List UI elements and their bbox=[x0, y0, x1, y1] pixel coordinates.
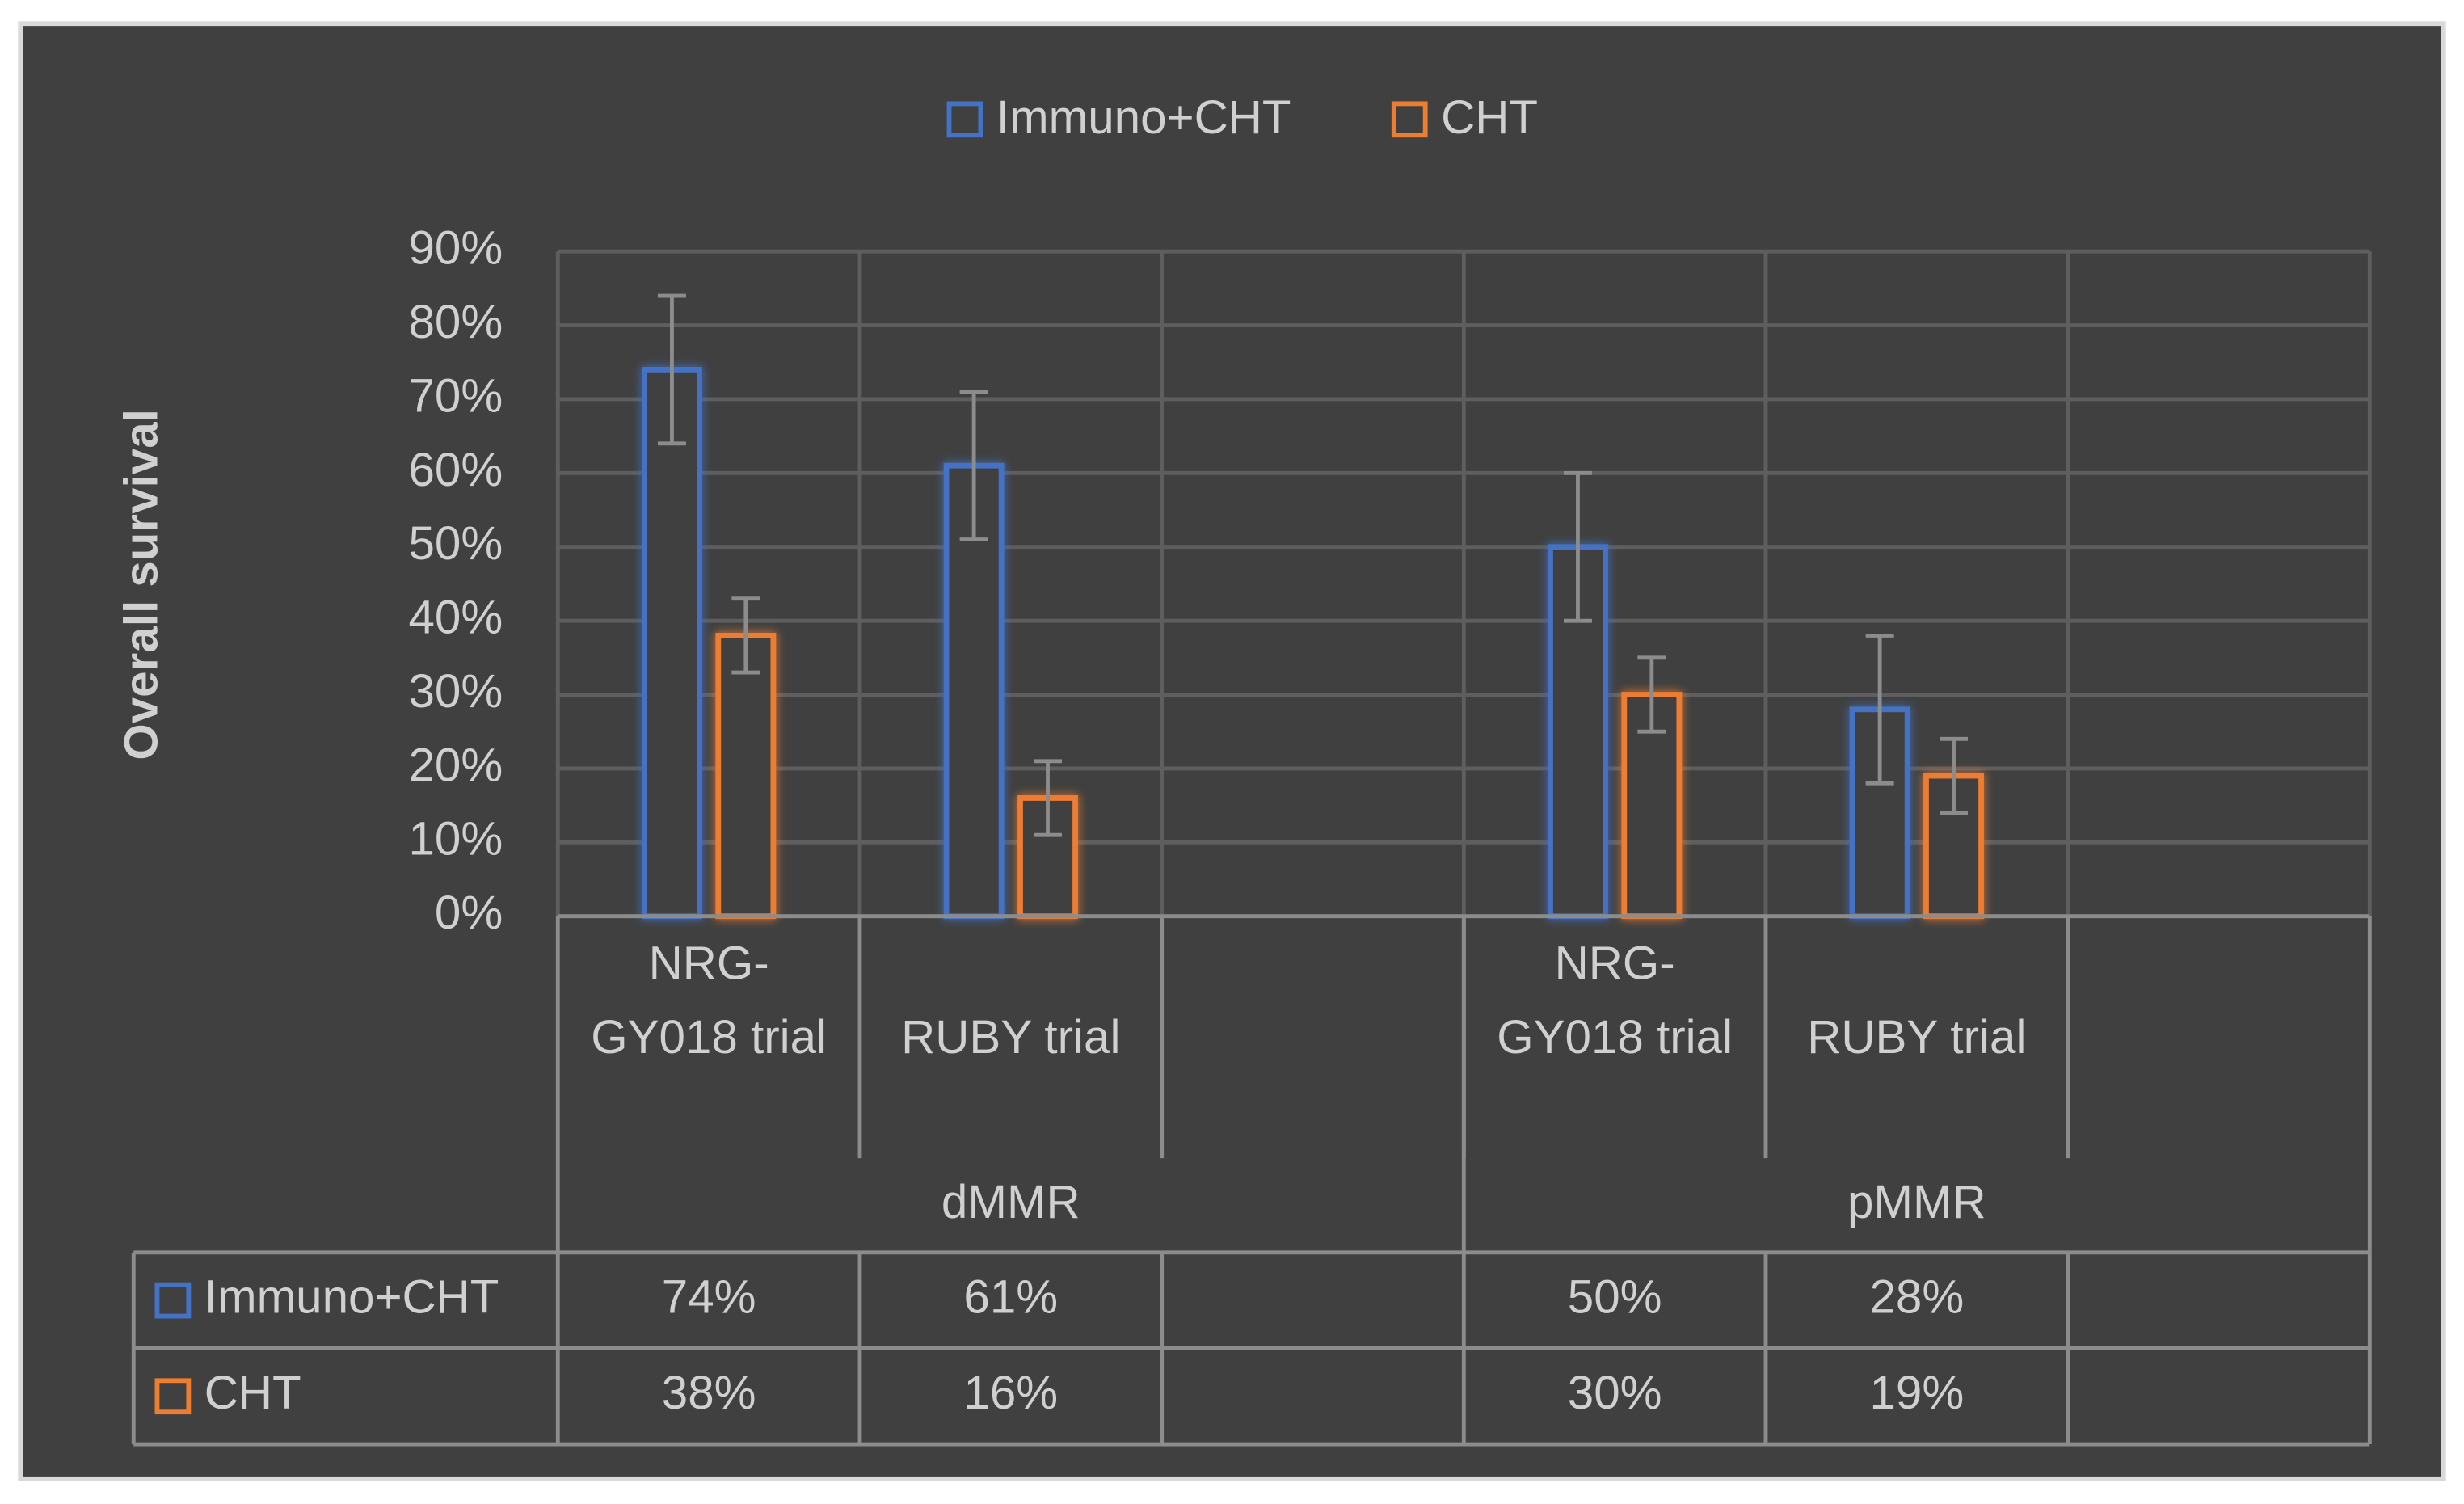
data-table-value: 61% bbox=[963, 1271, 1058, 1324]
y-tick-label: 0% bbox=[435, 887, 503, 939]
x-tick-label-box: NRG-GY018 trial bbox=[591, 937, 828, 1064]
bar bbox=[642, 366, 702, 920]
legend-label: CHT bbox=[1441, 91, 1538, 144]
error-bar bbox=[959, 390, 988, 542]
error-bar bbox=[1637, 655, 1666, 734]
y-tick-label: 90% bbox=[408, 222, 503, 275]
group-label: pMMR bbox=[1847, 1176, 1986, 1228]
y-axis-label: Overall survival bbox=[115, 409, 167, 760]
data-table-value: 38% bbox=[662, 1367, 756, 1419]
error-bar bbox=[731, 596, 760, 675]
legend-label: Immuno+CHT bbox=[996, 91, 1291, 144]
data-table-value: 19% bbox=[1869, 1367, 1964, 1419]
error-bar bbox=[1563, 470, 1592, 623]
y-tick-label: 80% bbox=[408, 296, 503, 348]
data-table-value: 74% bbox=[662, 1271, 756, 1324]
table-series-name: CHT bbox=[204, 1367, 301, 1419]
x-tick-label: RUBY trial bbox=[1807, 1012, 2027, 1064]
bar bbox=[715, 633, 777, 920]
x-tick-label: RUBY trial bbox=[901, 1012, 1121, 1064]
y-tick-label: 10% bbox=[408, 813, 503, 866]
table-series-name: Immuno+CHT bbox=[204, 1271, 499, 1324]
x-tick-label-box: NRG-GY018 trial bbox=[1497, 937, 1733, 1064]
data-table-value: 30% bbox=[1568, 1367, 1662, 1419]
legend-key bbox=[1391, 101, 1428, 138]
group-label: dMMR bbox=[941, 1176, 1080, 1228]
x-tick-label-box: RUBY trial bbox=[901, 1012, 1121, 1064]
y-tick-label: 60% bbox=[408, 444, 503, 496]
data-table-value: 28% bbox=[1869, 1271, 1964, 1324]
x-tick-label: NRG-GY018 trial bbox=[1497, 937, 1733, 1064]
y-tick-label: 20% bbox=[408, 739, 503, 791]
x-tick-label: NRG-GY018 trial bbox=[591, 937, 828, 1064]
table-legend-key bbox=[154, 1282, 192, 1319]
error-bar bbox=[1940, 736, 1969, 815]
y-tick-label: 70% bbox=[408, 369, 503, 422]
error-bar bbox=[1034, 759, 1063, 837]
y-tick-label: 50% bbox=[408, 517, 503, 570]
y-tick-label: 40% bbox=[408, 592, 503, 644]
y-tick-label: 30% bbox=[408, 665, 503, 718]
chart-area bbox=[18, 21, 2446, 1481]
legend-key bbox=[946, 101, 983, 138]
table-legend-key bbox=[154, 1378, 192, 1415]
x-tick-label-box: RUBY trial bbox=[1807, 1012, 2027, 1064]
data-table-value: 16% bbox=[963, 1367, 1058, 1419]
data-table-value: 50% bbox=[1568, 1271, 1662, 1324]
error-bar bbox=[1865, 633, 1894, 786]
error-bar bbox=[657, 293, 686, 446]
